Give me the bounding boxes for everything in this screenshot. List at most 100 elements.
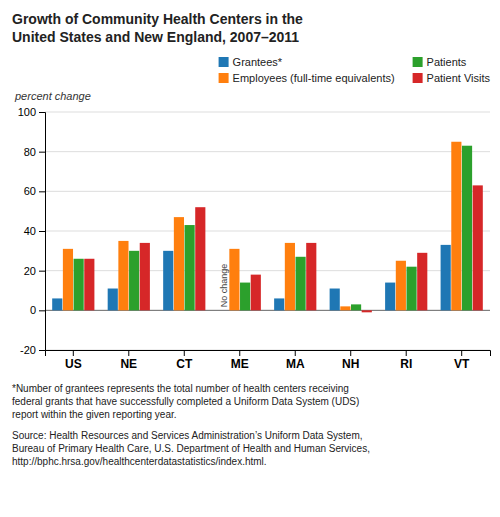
bar: [52, 298, 62, 310]
bar: [462, 146, 472, 311]
bar-series: [63, 142, 462, 311]
bar: [229, 249, 239, 310]
y-tick: -20: [20, 344, 45, 356]
legend-label: Patient Visits: [427, 72, 491, 84]
bar: [396, 261, 406, 311]
y-tick-mark: [39, 271, 45, 272]
y-axis-title: percent change: [14, 90, 91, 102]
annotation: No change: [219, 264, 229, 308]
x-tick-mark: [128, 350, 129, 356]
bars: [52, 142, 483, 313]
y-tick-label: 0: [30, 304, 36, 316]
bar-series: [52, 245, 451, 310]
bar-series: [74, 146, 473, 311]
legend-label: Employees (full-time equivalents): [233, 72, 395, 84]
chart: Growth of Community Health Centers in th…: [0, 0, 500, 517]
bar: [362, 310, 372, 312]
x-tick: NH: [342, 350, 359, 371]
footnote: Source: Health Resources and Services Ad…: [12, 430, 370, 467]
y-tick: 40: [24, 225, 45, 237]
legend-swatch: [219, 57, 229, 67]
x-tick-mark: [73, 350, 74, 356]
bar: [351, 304, 361, 310]
bar: [330, 289, 340, 311]
x-tick: ME: [231, 350, 249, 371]
bar: [129, 251, 139, 310]
y-tick-label: 100: [18, 106, 36, 118]
x-tick-label: NE: [120, 357, 137, 371]
legend-swatch: [219, 73, 229, 83]
y-tick-mark: [39, 191, 45, 192]
y-tick-label: 60: [24, 185, 36, 197]
bar: [306, 243, 316, 310]
bar: [441, 245, 451, 310]
y-tick-label: 80: [24, 146, 36, 158]
x-tick-label: VT: [454, 357, 470, 371]
legend: Grantees* Employees (full-time equivalent…: [219, 56, 491, 84]
grid: [45, 112, 490, 350]
bar-series: [84, 185, 483, 312]
bar: [174, 217, 184, 310]
bar: [140, 243, 150, 310]
bar: [417, 253, 427, 311]
y-tick-mark: [39, 350, 45, 351]
legend-item: Grantees*: [219, 56, 283, 68]
legend-label: Patients: [427, 56, 467, 68]
bar: [163, 251, 173, 310]
y-tick: 100: [18, 106, 45, 118]
bar: [74, 259, 84, 311]
bar: [296, 257, 306, 311]
bar: [274, 298, 284, 310]
bar: [84, 259, 94, 311]
x-tick-mark: [295, 350, 296, 356]
x-tick-label: MA: [286, 357, 305, 371]
bar: [473, 185, 483, 310]
bar: [240, 283, 250, 311]
legend-swatch: [413, 57, 423, 67]
bar: [251, 275, 261, 311]
legend-item: Employees (full-time equivalents): [219, 72, 395, 84]
x-tick-mark: [406, 350, 407, 356]
bar: [451, 142, 461, 311]
legend-item: Patients: [413, 56, 467, 68]
title: Growth of Community Health Centers in th…: [12, 11, 303, 45]
x-tick-label: NH: [342, 357, 359, 371]
x-axis: US NE CT ME MA NH RI VT: [46, 350, 491, 371]
bar: [385, 283, 395, 311]
y-tick-label: 20: [24, 265, 36, 277]
x-tick-mark: [184, 350, 185, 356]
x-tick-label: US: [65, 357, 82, 371]
bar: [108, 289, 118, 311]
grid-line: [45, 151, 490, 152]
x-tick: RI: [400, 350, 412, 371]
x-tick: MA: [286, 350, 305, 371]
y-tick-mark: [39, 231, 45, 232]
x-tick-mark: [350, 350, 351, 356]
y-tick-label: 40: [24, 225, 36, 237]
y-axis-line: [39, 113, 46, 351]
x-tick: US: [65, 350, 82, 371]
bar: [118, 241, 128, 310]
grid-line: [45, 191, 490, 192]
legend-item: Patient Visits: [413, 72, 491, 84]
x-tick: VT: [454, 350, 470, 371]
footnote: *Number of grantees represents the total…: [12, 383, 359, 420]
x-tick-label: RI: [400, 357, 412, 371]
bar: [219, 310, 229, 311]
y-tick: 20: [24, 265, 45, 277]
grid-line: [45, 112, 490, 113]
bar: [195, 207, 205, 310]
bar: [285, 243, 295, 310]
x-tick-label: CT: [176, 357, 193, 371]
bar: [63, 249, 73, 310]
y-tick-mark: [39, 152, 45, 153]
y-axis: -20 0 20 40 60 80 100: [18, 106, 46, 356]
bar: [340, 306, 350, 310]
x-tick-mark: [239, 350, 240, 356]
grid-line: [45, 231, 490, 232]
x-tick: NE: [120, 350, 137, 371]
legend-label: Grantees*: [233, 56, 283, 68]
x-axis-line: [46, 351, 491, 357]
bar: [185, 225, 195, 310]
x-tick: CT: [176, 350, 193, 371]
